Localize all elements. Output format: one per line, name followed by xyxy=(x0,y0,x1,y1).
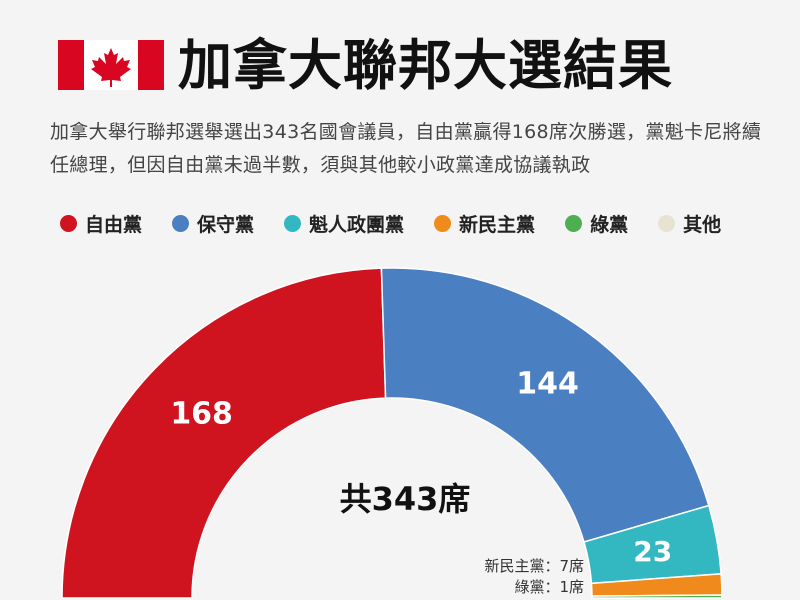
data-label: 168 xyxy=(170,397,233,432)
legend-label: 自由黨 xyxy=(85,213,143,236)
legend-swatch xyxy=(284,214,302,232)
slice xyxy=(380,267,710,543)
page-title: 加拿大聯邦大選結果 xyxy=(178,34,673,97)
legend: 自由黨 保守黨 魁人政團黨 新民主黨 綠黨 其他 xyxy=(60,208,751,238)
small-slice-label: 綠黨：1席 xyxy=(514,578,584,596)
legend-label: 魁人政團黨 xyxy=(309,213,405,236)
description: 加拿大舉行聯邦選舉選出343名國會議員，自由黨贏得168席次勝選，黨魁卡尼將續任… xyxy=(50,121,762,176)
legend-item: 綠黨 xyxy=(565,210,628,237)
legend-swatch xyxy=(434,214,452,232)
legend-item: 其他 xyxy=(658,210,721,237)
legend-label: 其他 xyxy=(683,213,722,236)
legend-item: 新民主黨 xyxy=(434,210,535,237)
legend-label: 保守黨 xyxy=(197,213,255,236)
slice xyxy=(61,267,387,599)
data-label: 144 xyxy=(516,366,579,401)
center-total-label: 共343席 xyxy=(340,480,471,518)
legend-item: 魁人政團黨 xyxy=(284,210,404,237)
slice xyxy=(591,594,723,599)
legend-swatch xyxy=(658,214,676,232)
small-slice-label: 新民主黨：7席 xyxy=(484,557,584,575)
legend-swatch xyxy=(565,214,583,232)
data-label: 23 xyxy=(633,535,672,568)
legend-label: 新民主黨 xyxy=(459,213,536,236)
canada-flag-icon xyxy=(58,40,164,90)
legend-swatch xyxy=(172,214,190,232)
legend-swatch xyxy=(60,214,77,232)
legend-item: 自由黨 xyxy=(60,210,142,237)
legend-item: 保守黨 xyxy=(172,210,254,237)
legend-label: 綠黨 xyxy=(590,213,629,236)
header: 加拿大聯邦大選結果 xyxy=(0,26,800,106)
